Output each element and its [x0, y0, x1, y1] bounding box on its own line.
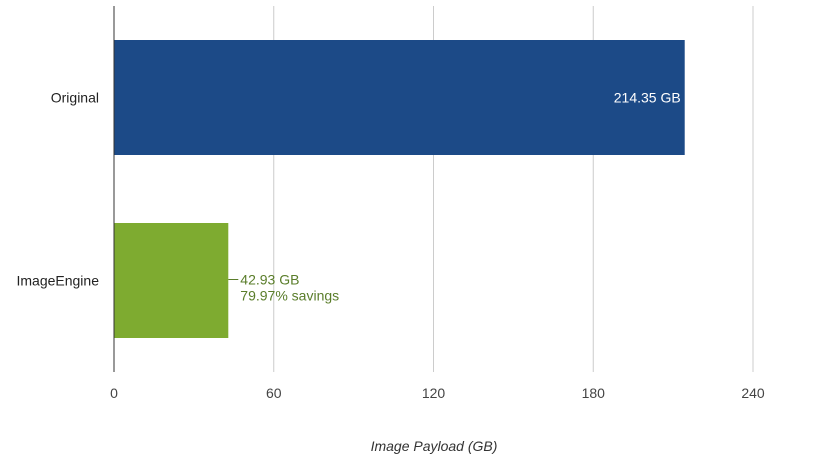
savings-annotation: 79.97% savings	[240, 288, 339, 304]
y-category-label: Original	[51, 90, 99, 106]
value-label-imageengine: 42.93 GB	[240, 272, 299, 288]
x-tick-label: 240	[741, 385, 765, 401]
y-category-label: ImageEngine	[16, 273, 99, 289]
x-tick-label: 60	[266, 385, 282, 401]
bar-imageengine	[114, 223, 229, 338]
axes: 0 60 120 180 240	[110, 6, 765, 401]
x-axis-title: Image Payload (GB)	[371, 438, 498, 454]
value-label-original: 214.35 GB	[614, 90, 681, 106]
x-tick-label: 180	[582, 385, 606, 401]
x-tick-label: 120	[422, 385, 446, 401]
x-tick-label: 0	[110, 385, 118, 401]
bar-original	[114, 40, 685, 155]
labels: Original 214.35 GB ImageEngine 42.93 GB79.9…	[16, 90, 680, 304]
bars	[114, 40, 685, 338]
